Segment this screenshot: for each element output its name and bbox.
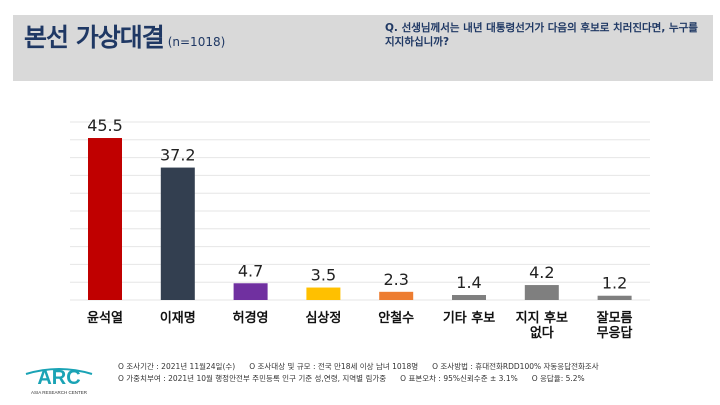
bar bbox=[452, 295, 486, 300]
bar bbox=[233, 283, 268, 300]
category-label: 안철수 bbox=[378, 310, 414, 326]
category-label: 기타 후보 bbox=[443, 310, 495, 326]
category-label: 지지 후보 bbox=[516, 310, 568, 326]
data-label: 2.3 bbox=[383, 270, 408, 289]
arc-logo: ARC ASIA RESEARCH CENTER bbox=[24, 360, 94, 396]
data-label: 45.5 bbox=[87, 116, 123, 135]
data-label: 37.2 bbox=[160, 146, 196, 165]
bar bbox=[306, 287, 341, 300]
header-bar bbox=[13, 15, 713, 81]
data-label: 4.2 bbox=[529, 263, 554, 282]
data-label: 1.2 bbox=[602, 274, 627, 293]
category-label: 없다 bbox=[530, 325, 554, 341]
survey-footnote: O 조사기간 : 2021년 11월24일(수) O 조사대상 및 규모 : 전국… bbox=[118, 362, 599, 383]
data-label: 1.4 bbox=[456, 273, 481, 292]
page-title: 본선 가상대결 (n=1018) bbox=[24, 23, 226, 52]
category-label: 잘모름 bbox=[597, 311, 633, 326]
sample-size: (n=1018) bbox=[167, 35, 226, 49]
category-label: 심상정 bbox=[305, 310, 341, 326]
svg-text:ASIA RESEARCH CENTER: ASIA RESEARCH CENTER bbox=[31, 390, 88, 395]
bar bbox=[88, 138, 122, 300]
svg-text:ARC: ARC bbox=[37, 367, 80, 389]
category-label: 허경영 bbox=[233, 310, 269, 326]
category-label: 이재명 bbox=[160, 310, 196, 326]
bar bbox=[379, 291, 414, 300]
bar bbox=[597, 295, 632, 300]
category-label: 무응답 bbox=[597, 326, 633, 341]
bar bbox=[524, 285, 559, 300]
category-label: 윤석열 bbox=[87, 310, 123, 326]
data-label: 4.7 bbox=[238, 261, 263, 280]
bar-chart: 45.5 윤석열 37.2 이재명 4.7 허경영 3.5 심상정 2.3 안철수 1.4 기타 후보… bbox=[70, 116, 650, 341]
bar bbox=[160, 167, 195, 300]
data-label: 3.5 bbox=[311, 266, 336, 285]
survey-question: Q. 선생님께서는 내년 대통령선거가 다음의 후보로 치러진다면, 누구를 지… bbox=[385, 22, 698, 48]
